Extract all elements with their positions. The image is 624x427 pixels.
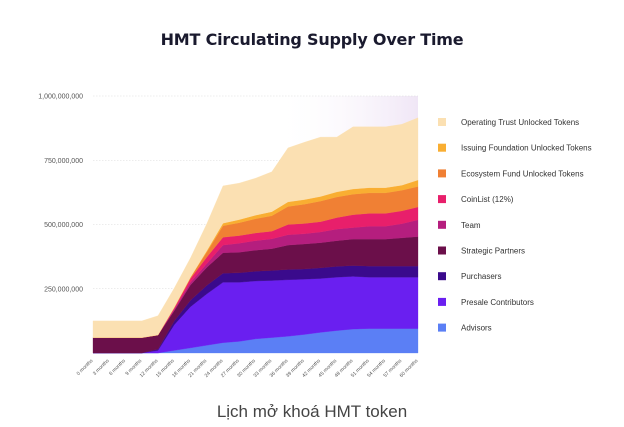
legend-swatch-coinlist-12	[438, 195, 446, 204]
legend-label-purchasers: Purchasers	[461, 272, 501, 281]
chart-title: HMT Circulating Supply Over Time	[160, 30, 464, 49]
stacked-area-chart: 250,000,000 500,000,000 750,000,000 1,000,0…	[38, 94, 592, 379]
legend-swatch-advisors	[438, 323, 446, 332]
legend-swatch-purchasers	[438, 272, 446, 281]
legend-label-coinlist-12: CoinList (12%)	[461, 195, 514, 204]
legend-swatch-issuing-foundation-unlocked-tokens	[438, 143, 446, 152]
legend-swatch-presale-contributors	[438, 297, 446, 306]
legend-swatch-team	[438, 220, 446, 229]
y-tick-label: 500,000,000	[44, 222, 83, 229]
legend-label-ecosystem-fund-unlocked-tokens: Ecosystem Fund Unlocked Tokens	[461, 169, 584, 178]
legend-swatch-operating-trust-unlocked-tokens	[438, 118, 446, 126]
legend-label-operating-trust-unlocked-tokens: Operating Trust Unlocked Tokens	[461, 118, 579, 127]
legend-label-issuing-foundation-unlocked-tokens: Issuing Foundation Unlocked Tokens	[461, 144, 592, 153]
legend-label-advisors: Advisors	[461, 324, 492, 333]
y-tick-label: 1,000,000,000	[38, 94, 83, 101]
legend-label-presale-contributors: Presale Contributors	[461, 298, 534, 307]
y-tick-label: 250,000,000	[44, 286, 83, 293]
legend-label-strategic-partners: Strategic Partners	[461, 247, 525, 256]
legend-swatch-strategic-partners	[438, 246, 446, 255]
y-tick-label: 750,000,000	[44, 158, 83, 165]
area-operating-trust-unlocked-tokens	[92, 117, 419, 338]
legend-label-team: Team	[461, 221, 481, 230]
image-caption: Lịch mở khoá HMT token	[216, 402, 408, 421]
legend-swatch-ecosystem-fund-unlocked-tokens	[438, 169, 446, 178]
x-tick-label: 60 months	[399, 358, 420, 379]
